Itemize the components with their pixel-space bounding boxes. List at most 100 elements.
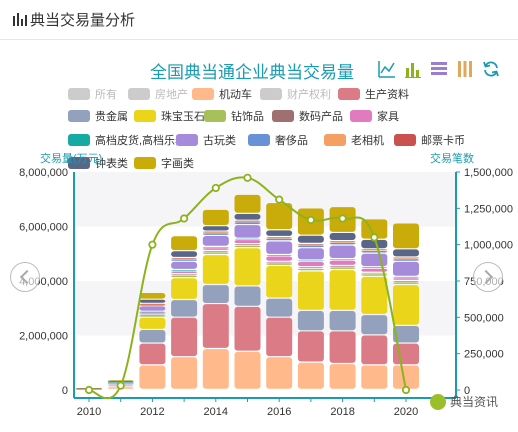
bar-segment [393, 257, 419, 259]
bar-segment [393, 261, 419, 276]
bar-segment [139, 317, 166, 329]
legend-label: 珠宝玉石 [161, 111, 205, 123]
bar-segment [107, 382, 134, 384]
bar-segment [297, 208, 324, 235]
bar-segment [393, 223, 419, 249]
bar-segment [234, 240, 261, 244]
bar-segment [329, 266, 356, 267]
bar-chart-icon [12, 12, 28, 28]
legend-item[interactable]: 珠宝玉石 [134, 109, 205, 123]
watermark: 典当资讯 [430, 393, 498, 410]
prev-arrow-icon[interactable] [10, 262, 40, 292]
bar-segment [393, 285, 419, 325]
stack-icon[interactable] [430, 60, 448, 78]
bar-segment [329, 310, 356, 331]
legend-item[interactable]: 数码产品 [272, 109, 343, 123]
bar-segment [107, 380, 134, 381]
tiled-icon[interactable] [456, 60, 474, 78]
legend-swatch [394, 134, 416, 146]
bar-segment [139, 304, 166, 306]
legend-item[interactable]: 钻饰品 [204, 109, 264, 123]
legend-label: 生产资料 [365, 89, 409, 101]
bar-segment [361, 268, 388, 272]
bar-chart-icon[interactable] [404, 60, 422, 78]
line-point [243, 173, 252, 182]
bar-segment [393, 249, 419, 257]
line-series [88, 176, 407, 400]
bar-segment [329, 259, 356, 260]
legend-item[interactable]: 钟表类 [68, 156, 128, 170]
legend-item[interactable]: 生产资料 [338, 87, 409, 101]
legend-item[interactable]: 家具 [350, 109, 399, 123]
y-right-axis-label: 交易笔数 [430, 153, 474, 165]
bar-segment [329, 270, 356, 310]
bar-segment [202, 285, 229, 303]
bar-segment [361, 335, 388, 365]
bar-segment [139, 303, 166, 305]
line-point [338, 214, 347, 223]
bar-segment [107, 381, 134, 383]
legend-item[interactable]: 财产权利 [260, 87, 331, 101]
bar-segment [202, 304, 229, 348]
legend-item[interactable]: 邮票卡币 [394, 133, 465, 147]
bar-segment [202, 226, 229, 231]
chart-title: 全国典当通企业典当交易量 [150, 63, 354, 82]
bar-segment [107, 383, 134, 384]
legend-item[interactable]: 机动车 [192, 87, 252, 101]
bar-segment [361, 249, 388, 250]
x-tick-label: 2020 [394, 406, 418, 418]
bar-segment [171, 236, 198, 251]
legend-swatch [134, 110, 156, 122]
bar-segment [139, 314, 166, 316]
bar-segment [202, 349, 229, 389]
y-left-tick-label: 6,000,000 [19, 222, 68, 234]
chart-toolbox [378, 60, 500, 78]
bar-segment [361, 365, 388, 389]
bar-segment [329, 207, 356, 232]
legend-swatch [350, 110, 372, 122]
bar-segment [329, 245, 356, 258]
bar-segment [107, 380, 134, 382]
bar-segment [361, 272, 388, 274]
legend-item[interactable]: 高档皮货,高档乐器 [68, 133, 186, 147]
bar-segment [171, 274, 198, 275]
watermark-text: 典当资讯 [450, 395, 499, 409]
x-tick-label: 2018 [330, 406, 354, 418]
y-left-axis-label: 交易量(万元) [40, 153, 103, 165]
bar-segment [329, 260, 356, 265]
bar-segment [234, 351, 261, 389]
bar-segment [361, 274, 388, 276]
legend-swatch [272, 110, 294, 122]
bar-segment [393, 258, 419, 259]
legend-item[interactable]: 老相机 [324, 133, 384, 147]
bar-segment [266, 263, 293, 265]
bar-segment [361, 253, 388, 267]
legend-item[interactable]: 贵金属 [68, 109, 128, 123]
bar-segment [139, 315, 166, 317]
line-point [211, 183, 220, 193]
legend-item[interactable]: 奢侈品 [248, 133, 308, 147]
line-chart-icon[interactable] [378, 60, 396, 78]
legend-item[interactable]: 字画类 [134, 156, 194, 170]
bar-segment [297, 310, 324, 331]
bar-segment [202, 236, 229, 246]
bar-segment [76, 389, 102, 390]
bar-segment [202, 209, 229, 226]
bar-segment [393, 325, 419, 343]
next-arrow-icon[interactable] [473, 262, 503, 292]
legend-item[interactable]: 所有 [68, 87, 117, 101]
bar-segment [266, 317, 293, 357]
restore-icon[interactable] [482, 60, 500, 78]
bar-segment [171, 275, 198, 278]
y-left-tick-label: 2,000,000 [19, 331, 68, 343]
line-point [148, 240, 157, 249]
bar-segment [76, 389, 102, 391]
bar-segment [107, 382, 134, 384]
bar-segment [107, 384, 134, 386]
legend-swatch [68, 110, 90, 122]
legend-label: 房地产 [155, 89, 188, 101]
legend-item[interactable]: 房地产 [128, 87, 188, 101]
bar-segment [266, 266, 293, 298]
legend-item[interactable]: 古玩类 [176, 133, 236, 147]
y-right-tick-label: 500,000 [464, 312, 504, 324]
